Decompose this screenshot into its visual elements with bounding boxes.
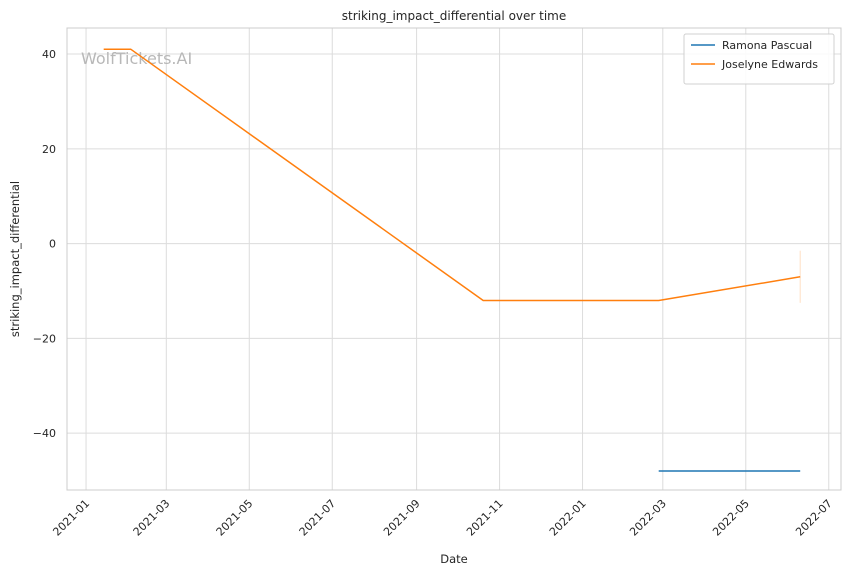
chart-title: striking_impact_differential over time <box>342 9 567 23</box>
plot-frame <box>66 27 842 491</box>
x-axis-label: Date <box>440 552 468 566</box>
legend-box <box>683 33 835 85</box>
series-line <box>103 48 801 302</box>
series-group <box>103 48 801 303</box>
legend: Ramona Pascual Joselyne Edwards <box>683 33 835 85</box>
series-layer <box>103 48 801 472</box>
y-axis-label: striking_impact_differential <box>8 181 22 337</box>
y-tick-labels: −40 −20 0 20 40 <box>33 48 56 440</box>
y-tick-label: 40 <box>42 48 56 61</box>
y-tick-label: 0 <box>49 238 56 251</box>
y-tick-label: −20 <box>33 332 56 345</box>
y-tick-label: 20 <box>42 143 56 156</box>
legend-label: Ramona Pascual <box>722 39 812 52</box>
y-tick-label: −40 <box>33 427 56 440</box>
legend-label: Joselyne Edwards <box>721 58 818 71</box>
watermark-text: WolfTickets.AI <box>81 49 192 68</box>
grid-lines <box>67 28 841 490</box>
